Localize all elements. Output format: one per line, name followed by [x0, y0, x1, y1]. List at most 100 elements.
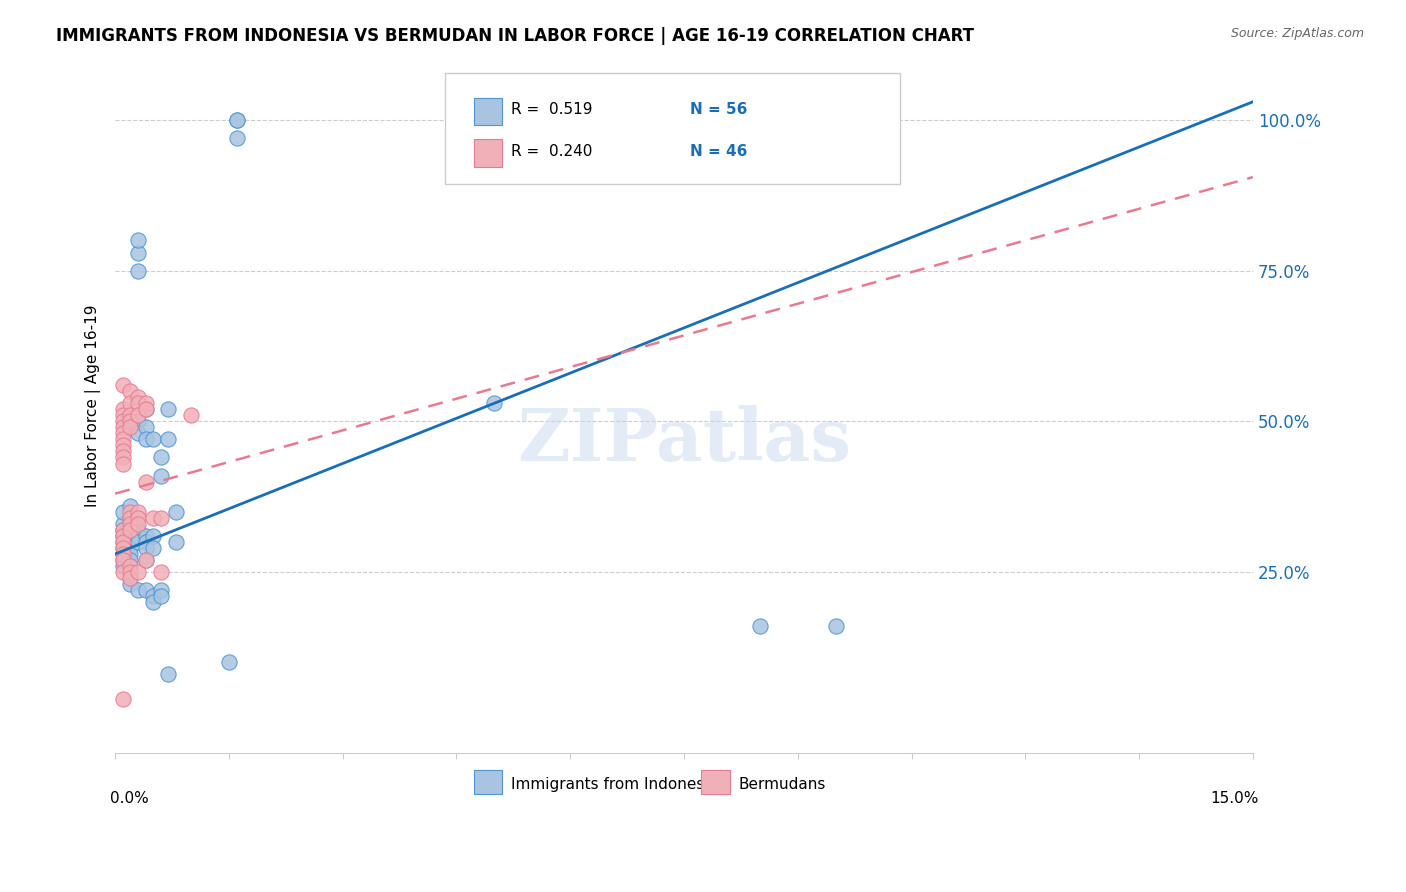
Point	[157, 433, 180, 447]
Point	[111, 691, 134, 706]
Point	[135, 541, 157, 555]
Point	[135, 475, 157, 489]
Point	[111, 541, 134, 555]
Point	[225, 131, 247, 145]
Point	[135, 534, 157, 549]
Text: N = 56: N = 56	[690, 102, 747, 117]
Point	[127, 534, 149, 549]
Point	[111, 565, 134, 579]
Point	[149, 468, 172, 483]
Y-axis label: In Labor Force | Age 16-19: In Labor Force | Age 16-19	[86, 305, 101, 508]
Text: N = 46: N = 46	[690, 144, 747, 159]
Point	[111, 529, 134, 543]
Point	[127, 414, 149, 428]
Point	[135, 553, 157, 567]
FancyBboxPatch shape	[474, 139, 502, 167]
Point	[120, 541, 142, 555]
Text: R =  0.519: R = 0.519	[512, 102, 592, 117]
Point	[111, 516, 134, 531]
Point	[127, 426, 149, 441]
Point	[111, 541, 134, 555]
Point	[135, 402, 157, 417]
Point	[142, 529, 165, 543]
Point	[824, 619, 846, 633]
Point	[120, 565, 142, 579]
FancyBboxPatch shape	[474, 98, 502, 126]
Point	[120, 516, 142, 531]
Point	[111, 450, 134, 465]
Point	[111, 414, 134, 428]
Point	[165, 534, 187, 549]
Point	[127, 505, 149, 519]
Point	[135, 402, 157, 417]
Point	[111, 409, 134, 423]
FancyBboxPatch shape	[702, 770, 730, 795]
Point	[111, 505, 134, 519]
Point	[111, 547, 134, 561]
Point	[111, 534, 134, 549]
Point	[135, 529, 157, 543]
Point	[120, 396, 142, 410]
Point	[120, 559, 142, 574]
Point	[111, 534, 134, 549]
Text: Source: ZipAtlas.com: Source: ZipAtlas.com	[1230, 27, 1364, 40]
Point	[135, 420, 157, 434]
Text: Immigrants from Indonesia: Immigrants from Indonesia	[512, 777, 718, 791]
Point	[127, 529, 149, 543]
Point	[111, 529, 134, 543]
Point	[120, 499, 142, 513]
Point	[120, 559, 142, 574]
Point	[111, 547, 134, 561]
FancyBboxPatch shape	[474, 770, 502, 795]
Point	[127, 409, 149, 423]
Point	[111, 426, 134, 441]
Point	[111, 559, 134, 574]
Point	[120, 523, 142, 537]
Point	[149, 450, 172, 465]
Point	[111, 438, 134, 452]
Point	[120, 516, 142, 531]
Point	[225, 112, 247, 127]
Point	[142, 510, 165, 524]
Point	[111, 457, 134, 471]
Point	[120, 510, 142, 524]
Point	[127, 234, 149, 248]
Point	[484, 396, 506, 410]
Point	[218, 656, 240, 670]
Text: 0.0%: 0.0%	[110, 791, 148, 806]
Point	[135, 553, 157, 567]
Text: IMMIGRANTS FROM INDONESIA VS BERMUDAN IN LABOR FORCE | AGE 16-19 CORRELATION CHA: IMMIGRANTS FROM INDONESIA VS BERMUDAN IN…	[56, 27, 974, 45]
Point	[120, 571, 142, 585]
Point	[120, 409, 142, 423]
Point	[120, 571, 142, 585]
Point	[142, 541, 165, 555]
Point	[120, 553, 142, 567]
Point	[127, 390, 149, 404]
Point	[120, 510, 142, 524]
Point	[120, 384, 142, 399]
Text: 15.0%: 15.0%	[1211, 791, 1258, 806]
Point	[142, 433, 165, 447]
Point	[142, 589, 165, 603]
Point	[127, 245, 149, 260]
Point	[157, 402, 180, 417]
Point	[180, 409, 202, 423]
Point	[149, 510, 172, 524]
Point	[165, 505, 187, 519]
Point	[120, 534, 142, 549]
Point	[135, 433, 157, 447]
Point	[120, 547, 142, 561]
Point	[127, 583, 149, 598]
Point	[120, 414, 142, 428]
Point	[225, 112, 247, 127]
Point	[111, 523, 134, 537]
Point	[120, 420, 142, 434]
Text: ZIPatlas: ZIPatlas	[517, 405, 851, 476]
Point	[149, 583, 172, 598]
Point	[111, 444, 134, 458]
Point	[111, 433, 134, 447]
FancyBboxPatch shape	[446, 73, 900, 185]
Point	[127, 396, 149, 410]
Point	[135, 583, 157, 598]
Point	[120, 505, 142, 519]
